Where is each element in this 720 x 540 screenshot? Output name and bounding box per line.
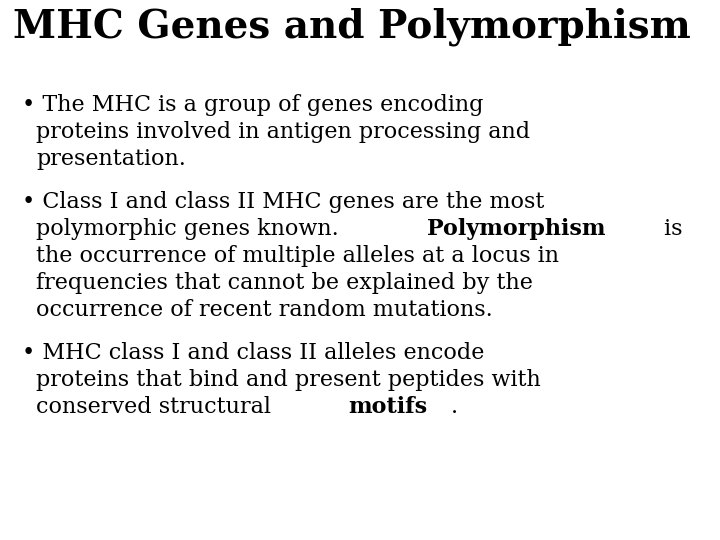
Text: frequencies that cannot be explained by the: frequencies that cannot be explained by …	[36, 272, 533, 294]
Text: is: is	[657, 218, 683, 240]
Text: presentation.: presentation.	[36, 148, 186, 170]
Text: • MHC class I and class II alleles encode: • MHC class I and class II alleles encod…	[22, 342, 484, 364]
Text: proteins that bind and present peptides with: proteins that bind and present peptides …	[36, 369, 541, 391]
Text: • The MHC is a group of genes encoding: • The MHC is a group of genes encoding	[22, 94, 483, 116]
Text: Polymorphism: Polymorphism	[427, 218, 605, 240]
Text: proteins involved in antigen processing and: proteins involved in antigen processing …	[36, 121, 530, 143]
Text: polymorphic genes known.: polymorphic genes known.	[36, 218, 338, 240]
Text: motifs: motifs	[348, 396, 428, 418]
Text: the occurrence of multiple alleles at a locus in: the occurrence of multiple alleles at a …	[36, 245, 559, 267]
Text: MHC Genes and Polymorphism: MHC Genes and Polymorphism	[13, 8, 690, 46]
Text: • Class I and class II MHC genes are the most: • Class I and class II MHC genes are the…	[22, 191, 544, 213]
Text: occurrence of recent random mutations.: occurrence of recent random mutations.	[36, 299, 492, 321]
Text: conserved structural: conserved structural	[36, 396, 278, 418]
Text: .: .	[451, 396, 458, 418]
